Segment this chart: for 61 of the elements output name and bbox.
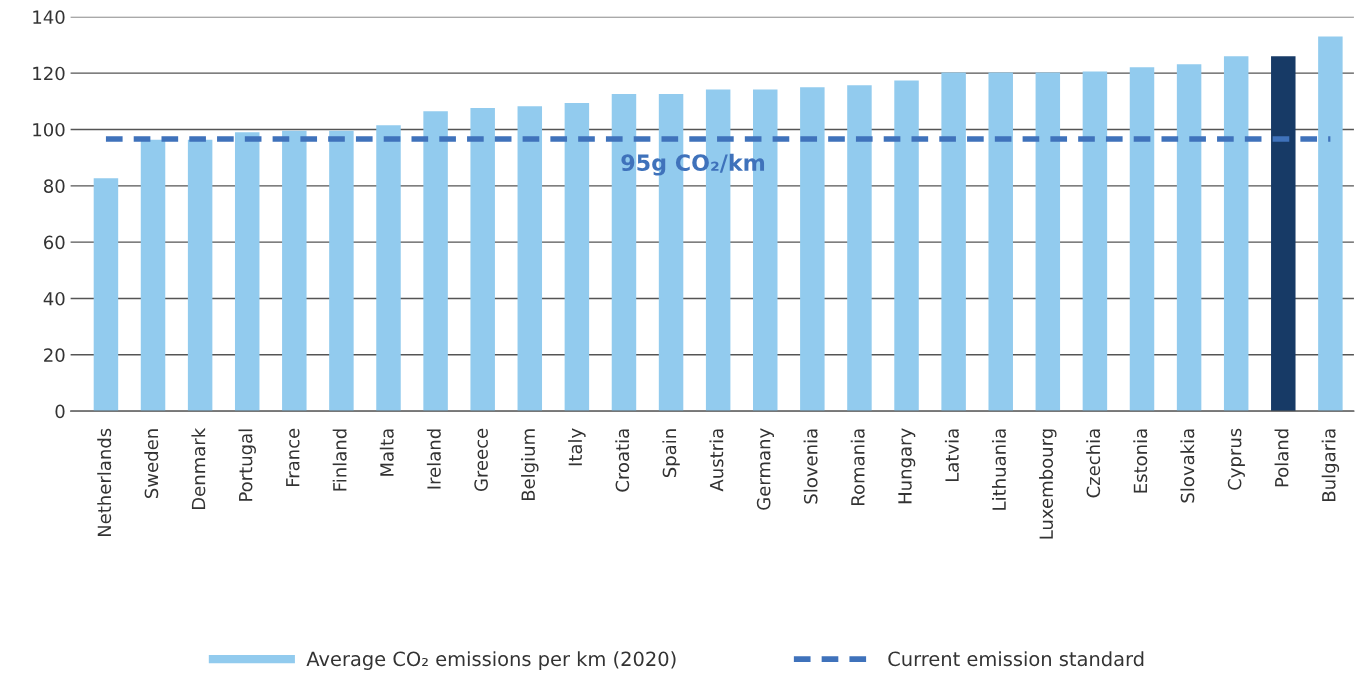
y-tick-label: 60 xyxy=(44,235,65,250)
bar xyxy=(1223,56,1249,412)
legend-label: Average CO₂ emissions per km (2020) xyxy=(306,651,676,670)
x-tick-label: Luxembourg xyxy=(1039,429,1057,539)
y-tick-label: 120 xyxy=(33,66,65,81)
bar xyxy=(847,85,872,412)
y-tick-label: 100 xyxy=(33,122,65,137)
x-tick-label: Netherlands xyxy=(97,428,112,537)
bar xyxy=(988,72,1013,412)
x-tick-label: Belgium xyxy=(521,429,539,501)
y-tick-label: 140 xyxy=(33,10,65,24)
bar xyxy=(234,132,260,412)
annotation: 95g CO₂/km xyxy=(621,153,765,176)
y-tick-label: 0 xyxy=(55,404,65,419)
x-tick-label: Portugal xyxy=(238,429,256,501)
x-tick-label: Bulgaria xyxy=(1321,429,1340,501)
bar xyxy=(517,106,543,412)
bar xyxy=(1035,72,1061,412)
bar xyxy=(376,125,401,412)
x-tick-label: Ireland xyxy=(426,429,441,489)
bar xyxy=(470,108,495,412)
bar xyxy=(1271,56,1296,412)
y-tick-label: 80 xyxy=(44,179,65,193)
y-tick-label: 40 xyxy=(43,291,65,306)
x-tick-label: Germany xyxy=(756,428,774,510)
bar xyxy=(564,103,590,412)
bar xyxy=(93,178,119,412)
bar xyxy=(140,139,166,412)
bar xyxy=(1129,67,1155,412)
x-tick-label: Slovenia xyxy=(803,429,818,504)
x-tick-label: Lithuania xyxy=(991,429,1006,510)
x-tick-label: France xyxy=(286,428,300,487)
x-tick-label: Austria xyxy=(709,429,724,492)
bar xyxy=(423,111,448,412)
y-tick-label: 20 xyxy=(44,348,65,362)
bar xyxy=(800,87,825,412)
x-tick-label: Finland xyxy=(332,429,347,491)
legend-label: Current emission standard xyxy=(888,651,1144,667)
bar xyxy=(282,130,307,412)
x-tick-label: Cyprus xyxy=(1227,428,1245,490)
bar xyxy=(1176,64,1202,412)
x-tick-label: Poland xyxy=(1274,429,1289,487)
bar xyxy=(329,130,354,412)
x-tick-label: Croatia xyxy=(615,429,630,492)
x-tick-label: Spain xyxy=(662,429,680,478)
bar xyxy=(1318,36,1343,412)
x-tick-label: Greece xyxy=(474,428,488,492)
x-tick-label: Sweden xyxy=(144,429,159,498)
bar xyxy=(894,80,919,412)
x-tick-label: Estonia xyxy=(1133,429,1148,493)
x-tick-label: Czechia xyxy=(1086,429,1101,498)
x-tick-label: Latvia xyxy=(944,429,959,482)
x-tick-label: Italy xyxy=(568,428,586,466)
bar xyxy=(1082,71,1108,412)
bar xyxy=(187,139,213,412)
bar xyxy=(941,72,966,412)
x-tick-label: Romania xyxy=(850,429,865,505)
x-tick-label: Malta xyxy=(379,429,394,476)
x-tick-label: Slovakia xyxy=(1180,429,1195,503)
x-tick-label: Denmark xyxy=(191,427,206,510)
x-tick-label: Hungary xyxy=(898,428,916,504)
